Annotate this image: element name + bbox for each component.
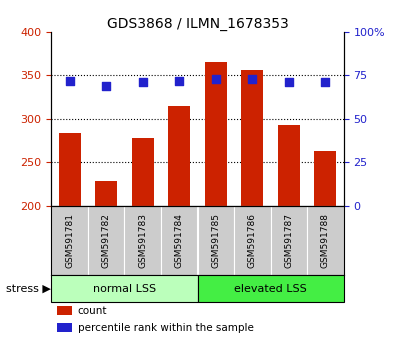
Bar [59, 133, 81, 206]
Text: GSM591781: GSM591781 [65, 213, 74, 268]
Point [322, 79, 329, 85]
Bar [198, 206, 234, 275]
Title: GDS3868 / ILMN_1678353: GDS3868 / ILMN_1678353 [107, 17, 288, 31]
Bar [51, 206, 88, 275]
Point [286, 79, 292, 85]
Bar [307, 206, 344, 275]
Point [213, 76, 219, 82]
Bar [198, 275, 344, 302]
Bar [161, 206, 198, 275]
Bar [234, 206, 271, 275]
Bar [51, 275, 198, 302]
Point [249, 76, 256, 82]
Bar [95, 181, 117, 206]
Bar [132, 138, 154, 206]
Point [139, 79, 146, 85]
Text: count: count [78, 306, 107, 316]
Text: stress ▶: stress ▶ [6, 284, 51, 293]
Text: percentile rank within the sample: percentile rank within the sample [78, 323, 254, 333]
Text: GSM591788: GSM591788 [321, 213, 330, 268]
Point [176, 78, 182, 83]
Text: elevated LSS: elevated LSS [234, 284, 307, 293]
Bar [168, 106, 190, 206]
Bar [124, 206, 161, 275]
Text: GSM591784: GSM591784 [175, 213, 184, 268]
Text: normal LSS: normal LSS [93, 284, 156, 293]
Bar [271, 206, 307, 275]
Text: GSM591783: GSM591783 [138, 213, 147, 268]
Text: GSM591782: GSM591782 [102, 213, 111, 268]
Bar [278, 125, 300, 206]
Point [66, 78, 73, 83]
Bar [241, 70, 263, 206]
Bar [88, 206, 124, 275]
Bar [57, 306, 72, 315]
Point [103, 83, 109, 88]
Text: GSM591787: GSM591787 [284, 213, 293, 268]
Bar [57, 323, 72, 332]
Text: GSM591785: GSM591785 [211, 213, 220, 268]
Bar [205, 62, 227, 206]
Bar [314, 151, 336, 206]
Text: GSM591786: GSM591786 [248, 213, 257, 268]
